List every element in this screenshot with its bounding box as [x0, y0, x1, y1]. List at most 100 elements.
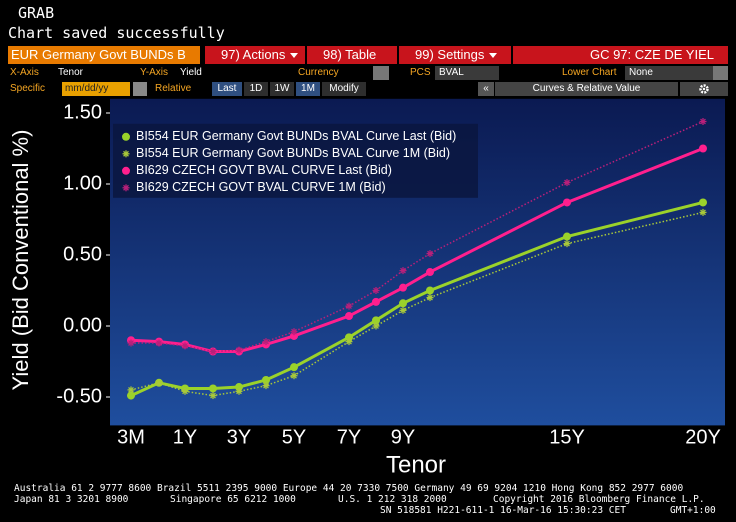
lower-chart-dropdown[interactable]	[713, 66, 728, 80]
footer-session: SN 518581 H221-611-1 16-Mar-16 15:30:23 …	[380, 505, 626, 516]
data-point	[399, 267, 407, 275]
y-tick-label: 1.00	[63, 172, 102, 194]
relative-button[interactable]: 1M	[296, 82, 320, 96]
data-point	[262, 375, 270, 384]
footer-timezone: GMT+1:00	[670, 505, 716, 516]
asterisk-stroke	[427, 250, 433, 257]
legend-marker	[122, 184, 130, 192]
data-point	[563, 240, 571, 248]
function-code: GC 97: CZE DE YIEL	[513, 46, 728, 64]
x-axis-value[interactable]: Tenor	[58, 67, 84, 78]
asterisk-stroke	[400, 307, 406, 314]
data-point	[563, 198, 571, 207]
data-point	[181, 387, 189, 395]
data-point	[699, 208, 707, 216]
table-button[interactable]: 98) Table	[307, 46, 397, 64]
settings-gear[interactable]	[680, 82, 728, 96]
asterisk-stroke	[400, 267, 406, 274]
collapse-button[interactable]: «	[478, 82, 494, 96]
asterisk-stroke	[210, 392, 216, 399]
asterisk-stroke	[263, 382, 269, 389]
data-point	[235, 346, 243, 354]
footer-copyright: Copyright 2016 Bloomberg Finance L.P.	[493, 494, 705, 505]
pcs-label: PCS	[410, 67, 431, 78]
data-point	[290, 372, 298, 380]
chart: Tenor Yield (Bid Conventional %) -0.50 0.…	[8, 98, 725, 478]
data-point	[399, 299, 407, 308]
lower-chart-field[interactable]: None	[625, 66, 713, 80]
data-point	[155, 339, 163, 347]
y-axis-label: Y-Axis	[140, 67, 168, 78]
y-tick-label: -0.50	[56, 385, 102, 407]
relative-button[interactable]: 1D	[244, 82, 268, 96]
relative-button[interactable]: 1W	[270, 82, 294, 96]
data-point	[699, 198, 707, 207]
asterisk-stroke	[182, 388, 188, 395]
security-field[interactable]: EUR Germany Govt BUNDs B	[8, 46, 200, 64]
footer-contacts: Australia 61 2 9777 8600 Brazil 5511 239…	[14, 483, 684, 494]
legend-marker	[122, 132, 130, 141]
asterisk-stroke	[564, 240, 570, 247]
data-point	[235, 387, 243, 395]
asterisk-stroke	[373, 323, 379, 329]
legend-label: BI554 EUR Germany Govt BUNDs BVAL Curve …	[136, 129, 456, 143]
calendar-button[interactable]	[133, 82, 147, 96]
date-field[interactable]: mm/dd/yy	[62, 82, 130, 96]
data-point	[426, 268, 434, 277]
data-point	[127, 386, 135, 394]
asterisk-stroke	[128, 340, 134, 346]
x-tick-label: 3Y	[227, 426, 251, 448]
data-point	[345, 338, 353, 346]
legend-label: BI629 CZECH GOVT BVAL CURVE Last (Bid)	[136, 163, 392, 177]
data-point	[426, 286, 434, 295]
asterisk-stroke	[564, 179, 570, 186]
currency-dropdown[interactable]	[373, 66, 389, 80]
pcs-field[interactable]: BVAL	[435, 66, 499, 80]
panel-title: Curves & Relative Value	[495, 82, 678, 96]
asterisk-stroke	[427, 294, 433, 301]
currency-label: Currency	[298, 67, 339, 78]
y-tick-label: 0.00	[63, 314, 102, 336]
actions-button[interactable]: 97) Actions	[205, 46, 305, 64]
data-point	[372, 287, 380, 294]
asterisk-stroke	[236, 347, 242, 354]
x-tick-label: 9Y	[391, 426, 415, 448]
asterisk-stroke	[700, 118, 706, 125]
asterisk-stroke	[291, 328, 297, 335]
relative-button[interactable]: Last	[212, 82, 242, 96]
data-point	[699, 144, 707, 153]
data-point	[345, 312, 353, 321]
data-point	[181, 342, 189, 350]
asterisk-stroke	[210, 348, 216, 355]
window-title: GRAB	[18, 4, 55, 22]
legend-label: BI629 CZECH GOVT BVAL CURVE 1M (Bid)	[136, 180, 386, 194]
data-point	[345, 302, 353, 310]
data-point	[262, 338, 270, 346]
data-point	[372, 322, 380, 330]
data-point	[699, 118, 707, 126]
asterisk-stroke	[156, 340, 162, 346]
data-point	[155, 379, 163, 387]
status-message: Chart saved successfully	[8, 24, 225, 42]
x-axis-label: X-Axis	[10, 67, 39, 78]
asterisk-stroke	[123, 150, 129, 157]
data-point	[127, 391, 135, 400]
y-axis-value[interactable]: Yield	[180, 67, 202, 78]
data-point	[399, 283, 407, 292]
asterisk-stroke	[263, 338, 269, 345]
asterisk-stroke	[156, 379, 162, 386]
data-point	[209, 348, 217, 356]
data-point	[127, 339, 135, 347]
data-point	[426, 294, 434, 302]
footer-contact: Singapore 65 6212 1000	[170, 494, 296, 505]
actions-label: 97) Actions	[221, 47, 286, 62]
data-point	[290, 328, 298, 336]
modify-button[interactable]: Modify	[322, 82, 366, 96]
data-point	[399, 306, 407, 314]
asterisk-stroke	[182, 342, 188, 349]
relative-label: Relative	[155, 83, 192, 94]
lower-chart-label: Lower Chart	[562, 67, 617, 78]
settings-button[interactable]: 99) Settings	[399, 46, 511, 64]
legend-label: BI554 EUR Germany Govt BUNDs BVAL Curve …	[136, 146, 450, 160]
